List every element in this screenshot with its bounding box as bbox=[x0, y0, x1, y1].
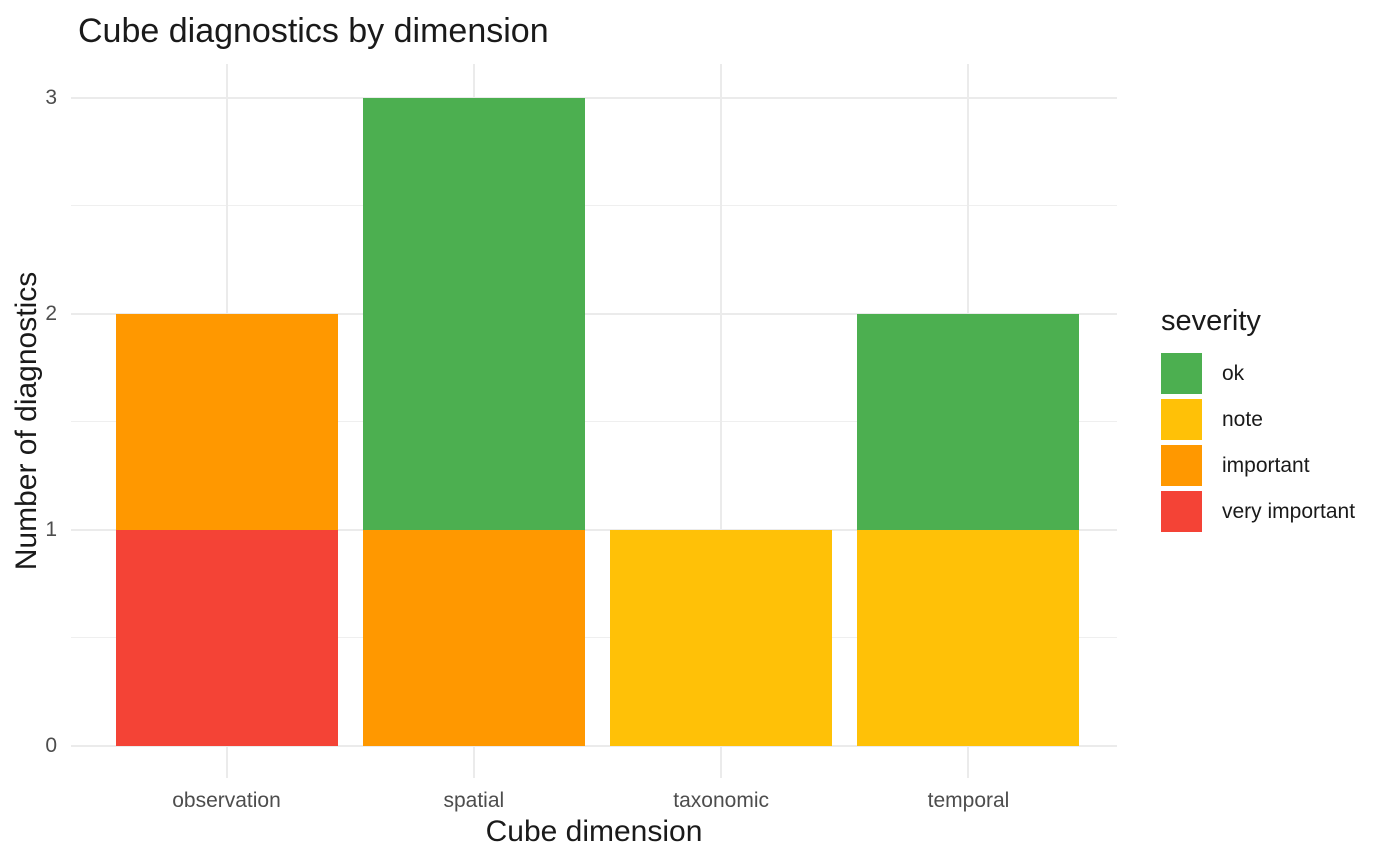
legend-key-ok bbox=[1161, 353, 1202, 394]
gridline-minor-y-1.5 bbox=[71, 421, 1117, 422]
y-tick-0: 0 bbox=[45, 733, 57, 757]
x-tick-taxonomic: taxonomic bbox=[673, 789, 770, 812]
legend-items: ok note important very important bbox=[1161, 353, 1355, 532]
legend-label-important: important bbox=[1222, 453, 1310, 477]
gridline-major-y-0 bbox=[71, 744, 1117, 747]
gridline-minor-y-0.5 bbox=[71, 637, 1117, 638]
legend-item-note: note bbox=[1161, 399, 1355, 440]
gridline-major-y-1 bbox=[71, 528, 1117, 531]
legend: severity ok note important very important bbox=[1161, 305, 1355, 537]
x-axis-title: Cube dimension bbox=[485, 815, 703, 848]
bar-taxonomic-note bbox=[610, 529, 833, 746]
x-tick-spatial: spatial bbox=[443, 789, 505, 812]
gridline-major-y-2 bbox=[71, 312, 1117, 315]
bar-observation-very-important bbox=[115, 529, 338, 746]
y-tick-3: 3 bbox=[45, 85, 57, 109]
legend-item-ok: ok bbox=[1161, 353, 1355, 394]
bar-observation-important bbox=[115, 313, 338, 530]
legend-label-note: note bbox=[1222, 407, 1263, 431]
bar-spatial-ok bbox=[362, 97, 585, 530]
legend-item-very-important: very important bbox=[1161, 491, 1355, 532]
plot-panel bbox=[71, 64, 1117, 778]
gridline-x-taxonomic bbox=[720, 64, 723, 778]
x-tick-temporal: temporal bbox=[927, 789, 1010, 812]
legend-key-note bbox=[1161, 399, 1202, 440]
x-tick-observation: observation bbox=[172, 789, 281, 812]
legend-title: severity bbox=[1161, 305, 1261, 337]
bar-temporal-note bbox=[857, 529, 1080, 746]
gridline-major-y-3 bbox=[71, 96, 1117, 99]
plot-title: Cube diagnostics by dimension bbox=[78, 12, 549, 50]
bar-temporal-ok bbox=[857, 313, 1080, 530]
legend-key-important bbox=[1161, 445, 1202, 486]
gridline-minor-y-2.5 bbox=[71, 205, 1117, 206]
legend-label-very-important: very important bbox=[1222, 499, 1356, 523]
y-axis-title: Number of diagnostics bbox=[10, 271, 43, 571]
legend-label-ok: ok bbox=[1222, 361, 1245, 385]
legend-key-very-important bbox=[1161, 491, 1202, 532]
y-tick-1: 1 bbox=[45, 517, 57, 541]
bar-spatial-important bbox=[362, 529, 585, 746]
legend-item-important: important bbox=[1161, 445, 1355, 486]
y-tick-2: 2 bbox=[45, 301, 57, 325]
